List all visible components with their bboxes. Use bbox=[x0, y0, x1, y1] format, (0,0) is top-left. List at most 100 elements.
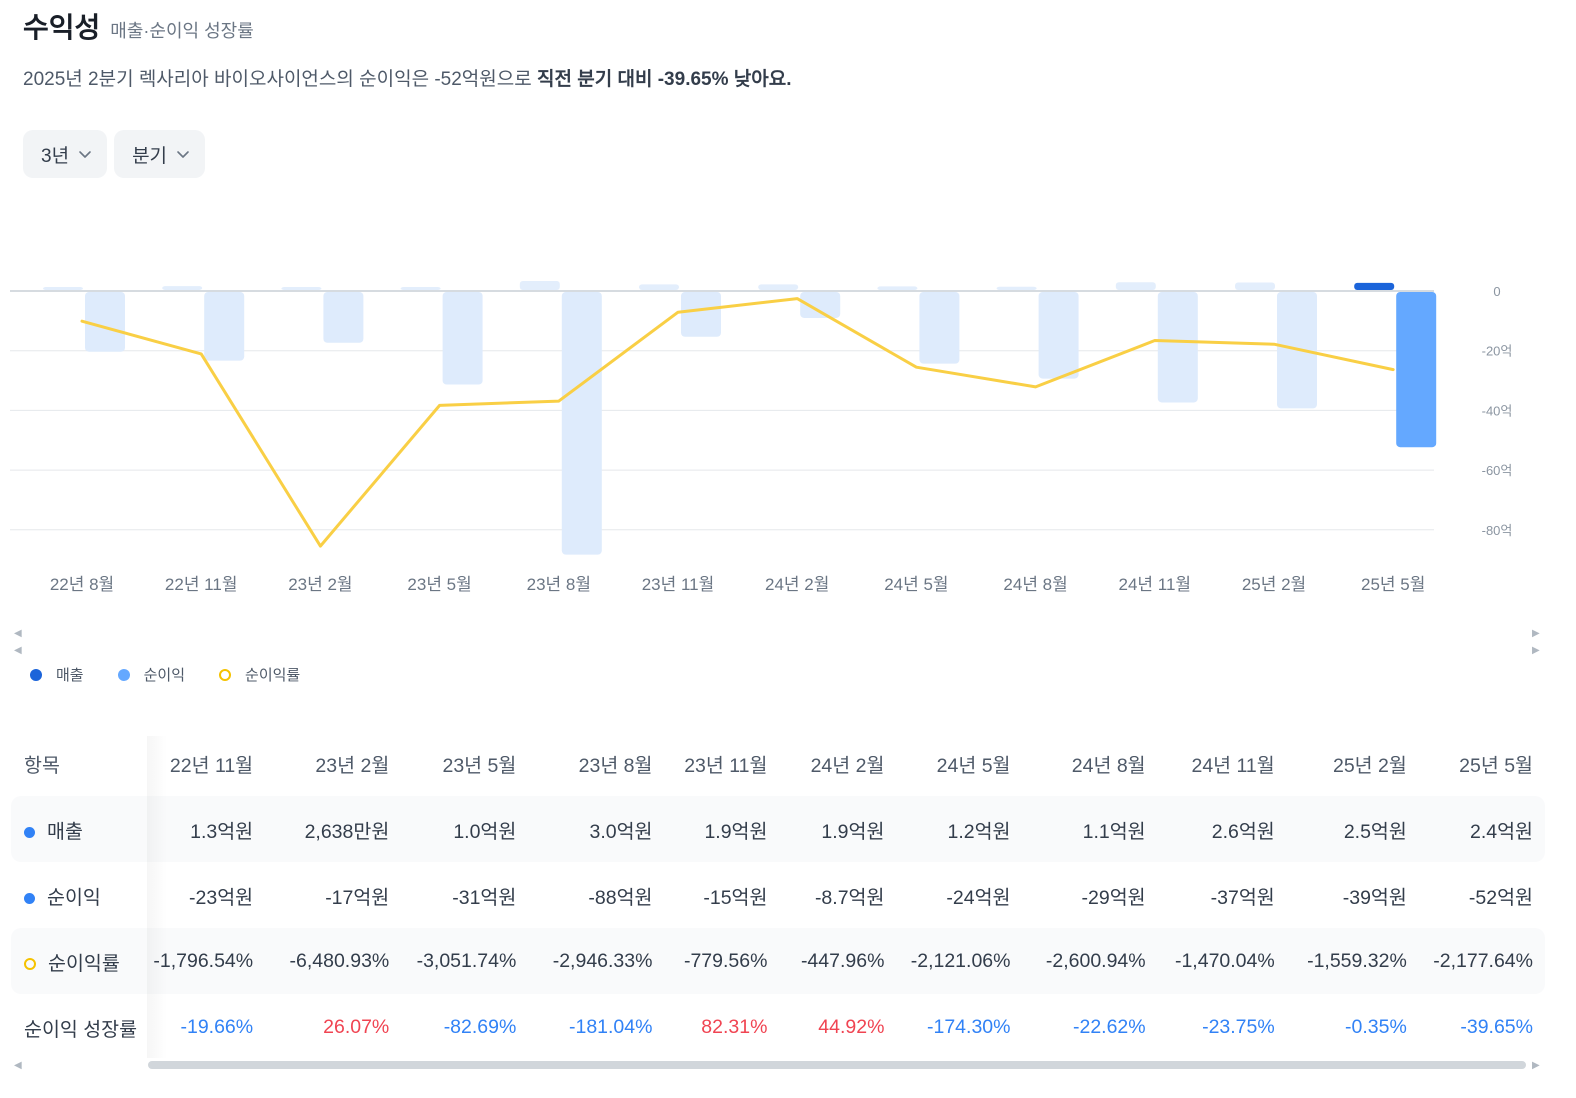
table-cell: -39.65% bbox=[1460, 1015, 1533, 1038]
table-cell: -19.66% bbox=[180, 1015, 254, 1038]
x-tick-label: 23년 5월 bbox=[407, 575, 471, 594]
table-cell: -37억원 bbox=[1210, 886, 1275, 909]
table-row: 순이익률 -1,796.54% -6,480.93% -3,051.74% -2,946… bbox=[11, 928, 1545, 994]
table-cell: -52억원 bbox=[1468, 886, 1533, 909]
y-tick-label: -20억 bbox=[1482, 344, 1513, 359]
column-header: 23년 5월 bbox=[442, 754, 517, 777]
summary-text: 2025년 2분기 렉사리아 바이오사이언스의 순이익은 -52억원으로 직전 … bbox=[23, 64, 792, 91]
x-tick-label: 25년 5월 bbox=[1361, 575, 1425, 594]
bar-net-income bbox=[442, 292, 483, 385]
legend-margin-marker bbox=[219, 668, 232, 681]
x-tick-label: 22년 8월 bbox=[50, 575, 114, 594]
row-marker bbox=[24, 892, 35, 904]
table-cell: 1.9억원 bbox=[664, 796, 780, 862]
bar-net-income bbox=[1157, 292, 1198, 403]
table-cell: -181.04% bbox=[568, 1015, 653, 1038]
bar-net-income bbox=[561, 292, 602, 555]
bar-revenue bbox=[996, 286, 1037, 290]
scroll-right-icon[interactable]: ▶ bbox=[1532, 645, 1540, 656]
bar-net-income bbox=[204, 292, 245, 361]
table-cell: -15억원 bbox=[703, 886, 768, 909]
table-cell: 2.4억원 bbox=[1418, 796, 1545, 862]
table-cell: -2,177.64% bbox=[1418, 928, 1545, 994]
x-tick-label: 24년 2월 bbox=[765, 575, 829, 594]
bar-revenue bbox=[519, 281, 560, 290]
table-cell: 2.6억원 bbox=[1157, 796, 1287, 862]
bar-revenue bbox=[162, 286, 203, 290]
x-tick-label: 24년 8월 bbox=[1003, 575, 1067, 594]
x-tick-label: 22년 11월 bbox=[165, 575, 238, 594]
table-cell: -88억원 bbox=[588, 886, 653, 909]
row-label: 순이익 성장률 bbox=[11, 994, 149, 1060]
section-subtitle: 매출·순이익 성장률 bbox=[110, 21, 254, 41]
table-header-label: 항목 bbox=[24, 754, 60, 777]
profitability-chart[interactable]: 0 -20억 -40억 -60억 -80억 22년 8월 22년 11월 23년 2월 23년 … bbox=[0, 200, 1576, 620]
chevron-down-icon bbox=[79, 151, 91, 158]
row-marker bbox=[24, 958, 36, 971]
column-header: 24년 11월 bbox=[1191, 754, 1275, 777]
scroll-right-icon[interactable]: ▶ bbox=[1532, 1060, 1540, 1071]
table-cell: -17억원 bbox=[325, 886, 390, 909]
legend-revenue-marker bbox=[30, 668, 42, 681]
table-row: 매출 1.3억원 2,638만원 1.0억원 3.0억원 1.9억원 1.9억원 1.2억원 1… bbox=[11, 796, 1545, 862]
x-tick-label: 25년 2월 bbox=[1242, 575, 1306, 594]
table-cell: -24억원 bbox=[946, 886, 1011, 909]
sticky-column-shadow bbox=[147, 736, 167, 1058]
legend-net-income-marker bbox=[117, 668, 130, 681]
bar-net-income bbox=[323, 292, 364, 343]
bar-net-income bbox=[919, 292, 960, 364]
table-cell: -174.30% bbox=[927, 1015, 1011, 1038]
table-cell: -23.75% bbox=[1202, 1015, 1275, 1038]
table-row: 순이익 -23억원 -17억원 -31억원 -88억원 -15억원 -8.7억원 -24억원 -… bbox=[11, 862, 1545, 928]
column-header: 24년 5월 bbox=[936, 754, 1011, 777]
table-cell: 44.92% bbox=[818, 1015, 885, 1038]
column-header: 25년 2월 bbox=[1332, 754, 1407, 777]
table-cell: -2,946.33% bbox=[528, 928, 665, 994]
table-cell: -8.7억원 bbox=[814, 886, 885, 909]
table-cell: 1.3억원 bbox=[149, 796, 266, 862]
legend-margin-label: 순이익률 bbox=[245, 667, 301, 684]
x-tick-label: 23년 2월 bbox=[288, 575, 352, 594]
legend-item-net-income[interactable]: 순이익 bbox=[117, 664, 185, 685]
table-cell: -6,480.93% bbox=[265, 928, 402, 994]
table-cell: -2,600.94% bbox=[1022, 928, 1158, 994]
y-tick-label: -60억 bbox=[1482, 463, 1513, 478]
bar-revenue bbox=[281, 287, 322, 290]
table-cell: 1.2억원 bbox=[896, 796, 1023, 862]
section-title: 수익성 bbox=[23, 12, 101, 43]
table-cell: 3.0억원 bbox=[528, 796, 665, 862]
chevron-down-icon bbox=[177, 151, 189, 158]
row-label-text: 순이익 성장률 bbox=[24, 1018, 138, 1041]
horizontal-scrollbar[interactable] bbox=[148, 1061, 1526, 1069]
column-header: 23년 11월 bbox=[684, 754, 768, 777]
y-tick-label: -80억 bbox=[1482, 523, 1513, 538]
table-cell: -31억원 bbox=[452, 886, 517, 909]
table-cell: -1,796.54% bbox=[149, 928, 266, 994]
row-marker bbox=[24, 826, 35, 838]
scroll-left-icon[interactable]: ◀ bbox=[14, 1060, 22, 1071]
y-tick-label: 0 bbox=[1493, 284, 1500, 299]
table-cell: -1,559.32% bbox=[1286, 928, 1419, 994]
summary-prefix: 2025년 2분기 렉사리아 바이오사이언스의 순이익은 -52억원으로 bbox=[23, 69, 538, 90]
row-label: 순이익률 bbox=[11, 928, 150, 994]
financial-table: 항목 22년 11월 23년 2월 23년 5월 23년 8월 23년 11월 24년 2월… bbox=[11, 730, 1545, 1060]
period-dropdown[interactable]: 3년 bbox=[23, 130, 108, 178]
section-header: 수익성 매출·순이익 성장률 bbox=[23, 6, 254, 46]
legend-item-revenue[interactable]: 매출 bbox=[30, 664, 84, 685]
table-cell: 26.07% bbox=[323, 1015, 390, 1038]
scroll-right-icon[interactable]: ▶ bbox=[1532, 628, 1540, 639]
row-label-text: 순이익 bbox=[47, 886, 101, 909]
legend-revenue-label: 매출 bbox=[56, 667, 84, 684]
table-cell: -29억원 bbox=[1081, 886, 1146, 909]
legend-item-margin[interactable]: 순이익률 bbox=[219, 664, 300, 685]
table-cell: 1.1억원 bbox=[1022, 796, 1158, 862]
x-tick-label: 23년 8월 bbox=[527, 575, 591, 594]
table-cell: 1.9억원 bbox=[779, 796, 897, 862]
scroll-left-icon[interactable]: ◀ bbox=[14, 645, 22, 656]
interval-dropdown-label: 분기 bbox=[132, 145, 168, 167]
bar-net-income bbox=[681, 292, 721, 337]
table-cell: 82.31% bbox=[701, 1015, 768, 1038]
scroll-left-icon[interactable]: ◀ bbox=[14, 628, 22, 639]
table-cell: 2,638만원 bbox=[265, 796, 402, 862]
interval-dropdown[interactable]: 분기 bbox=[114, 130, 206, 178]
